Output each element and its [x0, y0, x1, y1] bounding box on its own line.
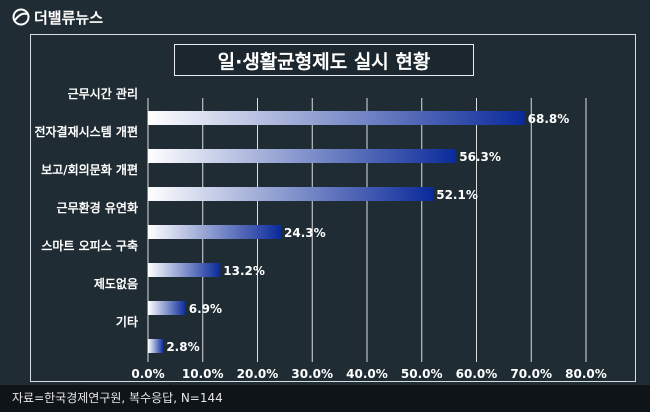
x-tick-label: 80.0% — [565, 367, 607, 381]
x-tick-label: 10.0% — [182, 367, 224, 381]
bar — [148, 301, 186, 315]
bar — [148, 339, 163, 353]
x-tick-label: 70.0% — [510, 367, 552, 381]
category-label: 스마트 오피스 구축 — [41, 238, 138, 253]
value-label: 24.3% — [284, 226, 326, 240]
x-tick-label: 20.0% — [237, 367, 279, 381]
bar — [148, 111, 525, 125]
category-label: 보고/회의문화 개편 — [41, 162, 138, 177]
value-label: 56.3% — [459, 150, 501, 164]
bar — [148, 225, 281, 239]
value-label: 52.1% — [436, 188, 478, 202]
x-tick-label: 0.0% — [131, 367, 164, 381]
category-label: 근무환경 유연화 — [57, 200, 138, 215]
value-label: 2.8% — [166, 340, 199, 354]
source-note: 자료=한국경제연구원, 복수응답, N=144 — [0, 385, 650, 412]
x-tick-label: 40.0% — [346, 367, 388, 381]
x-tick-label: 30.0% — [291, 367, 333, 381]
category-label: 기타 — [116, 314, 138, 329]
value-label: 6.9% — [189, 302, 222, 316]
value-label: 13.2% — [223, 264, 265, 278]
value-label: 68.8% — [528, 112, 570, 126]
x-tick-label: 60.0% — [456, 367, 498, 381]
x-tick-label: 50.0% — [401, 367, 443, 381]
category-label: 전자결재시스템 개편 — [34, 124, 138, 139]
bar — [148, 149, 456, 163]
category-label: 제도없음 — [94, 276, 138, 291]
category-label: 근무시간 관리 — [68, 86, 138, 101]
bar — [148, 187, 433, 201]
bar — [148, 263, 220, 277]
